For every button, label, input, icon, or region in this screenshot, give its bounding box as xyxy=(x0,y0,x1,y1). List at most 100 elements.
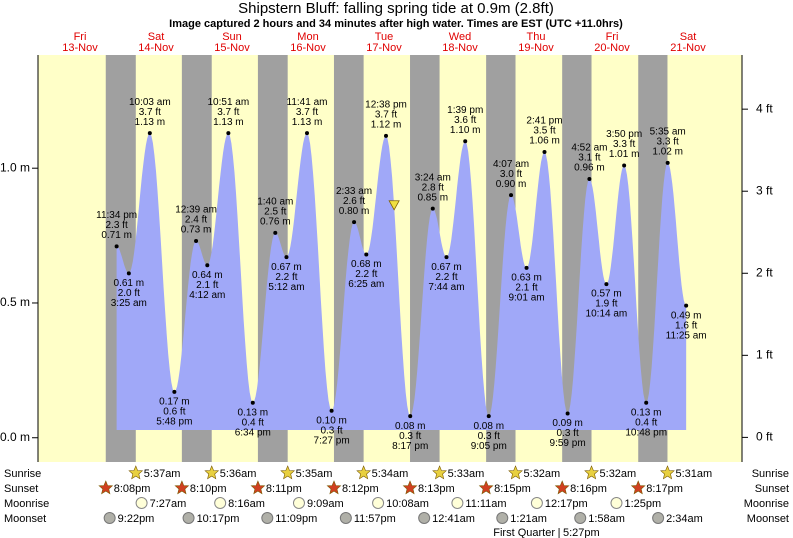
tide-point xyxy=(352,220,357,225)
tide-label: 0.17 m xyxy=(159,397,190,408)
tide-point xyxy=(486,414,491,419)
tide-label: 6:25 am xyxy=(348,279,384,290)
tide-label: 0.4 ft xyxy=(635,417,657,428)
tide-label: 11:34 pm xyxy=(96,210,137,221)
sunset-time: 8:17pm xyxy=(646,483,683,495)
tide-point xyxy=(172,389,177,394)
current-marker xyxy=(388,200,400,211)
tide-point xyxy=(304,131,309,136)
day-name: Sat xyxy=(680,31,697,43)
tide-label: 2.3 ft xyxy=(106,220,128,231)
tide-label: 0.90 m xyxy=(496,179,527,190)
sunrise-icon xyxy=(128,465,144,480)
sunrise-time: 5:33am xyxy=(448,468,485,480)
tide-label: 3.7 ft xyxy=(375,110,397,121)
moonset-icon xyxy=(103,512,116,524)
row-label: Moonrise xyxy=(4,498,49,510)
tide-label: 0.76 m xyxy=(260,217,291,228)
moonrise-time: 9:09am xyxy=(307,498,344,510)
tide-label: 0.6 ft xyxy=(163,407,185,418)
day-date: 13-Nov xyxy=(62,42,98,54)
tide-label: 1.02 m xyxy=(652,146,683,157)
moonset-icon xyxy=(652,512,665,524)
tide-point xyxy=(587,176,592,181)
tide-label: 0.3 ft xyxy=(478,431,500,442)
tide-label: 3:50 pm xyxy=(606,129,642,140)
sunset-time: 8:12pm xyxy=(342,483,379,495)
row-label: Sunset xyxy=(4,483,38,495)
tide-label: 6:34 pm xyxy=(235,427,271,438)
tide-label: 0.09 m xyxy=(552,418,583,429)
day-date: 19-Nov xyxy=(518,42,554,54)
sunset-time: 8:08pm xyxy=(114,483,151,495)
moonrise-icon xyxy=(451,497,464,509)
sunrise-time: 5:35am xyxy=(296,468,333,480)
tide-label: 2:41 pm xyxy=(526,116,562,127)
sunrise-icon xyxy=(432,465,447,480)
sunset-icon xyxy=(402,480,418,495)
sunrise-icon xyxy=(204,465,220,480)
day-date: 21-Nov xyxy=(670,42,706,54)
tide-label: 11:41 am xyxy=(287,97,328,108)
tide-label: 0.4 ft xyxy=(242,417,264,428)
tide-area xyxy=(116,133,687,430)
tide-label: 2.8 ft xyxy=(422,182,444,193)
tide-label: 0.67 m xyxy=(431,262,462,273)
tide-label: 0.3 ft xyxy=(556,428,578,439)
tide-label: 3.7 ft xyxy=(217,107,239,118)
tide-label: 3:24 am xyxy=(415,172,451,183)
y2-tick-label: 4 ft xyxy=(756,101,773,115)
day-date: 20-Nov xyxy=(594,42,630,54)
tide-point xyxy=(126,271,131,276)
tide-label: 2.0 ft xyxy=(118,288,140,299)
moonset-icon xyxy=(574,512,587,524)
sunset-icon xyxy=(554,480,570,495)
moonset-icon xyxy=(261,512,274,524)
moon-phase: First Quarter xyxy=(493,527,555,538)
sunrise-time: 5:32am xyxy=(524,468,561,480)
tide-label: 10:48 pm xyxy=(625,427,667,438)
moonset-icon xyxy=(182,512,195,524)
tide-label: 0.80 m xyxy=(339,206,370,217)
row-label: Moonset xyxy=(4,513,46,525)
day-date: 18-Nov xyxy=(442,42,478,54)
row-label: Moonrise xyxy=(744,498,789,510)
tide-label: 9:59 pm xyxy=(550,438,586,449)
day-name: Sun xyxy=(222,31,242,43)
sunrise-time: 5:32am xyxy=(600,468,637,480)
tide-label: 0.57 m xyxy=(591,289,622,300)
tide-label: 1:39 pm xyxy=(447,105,483,116)
sunrise-icon xyxy=(356,465,372,480)
tide-label: 2.1 ft xyxy=(515,283,537,294)
moonset-time: 9:22pm xyxy=(118,513,155,525)
moonrise-icon xyxy=(292,497,305,509)
day-name: Mon xyxy=(297,31,318,43)
tide-label: 2.5 ft xyxy=(264,207,286,218)
y2-tick-label: 1 ft xyxy=(756,347,773,361)
y2-tick-label: 0 ft xyxy=(756,430,773,444)
y2-tick-label: 2 ft xyxy=(756,265,773,279)
tide-label: 3.3 ft xyxy=(657,136,679,147)
tide-label: 1.13 m xyxy=(135,117,166,128)
tide-label: 0.13 m xyxy=(631,407,662,418)
sunset-icon xyxy=(174,480,190,495)
tide-label: 3.7 ft xyxy=(139,107,161,118)
moonrise-time: 12:17pm xyxy=(545,498,588,510)
tide-point xyxy=(604,282,609,287)
moonrise-time: 1:25pm xyxy=(624,498,661,510)
tide-label: 0.67 m xyxy=(271,262,302,273)
sunrise-icon xyxy=(508,465,523,480)
tide-point xyxy=(509,193,514,198)
tide-point xyxy=(147,131,152,136)
tide-point xyxy=(644,400,649,405)
moonrise-icon xyxy=(530,497,543,509)
tide-label: 0.68 m xyxy=(351,259,382,270)
tide-point xyxy=(463,139,468,144)
tide-point xyxy=(622,163,627,168)
tide-label: 4:12 am xyxy=(189,290,225,301)
tide-label: 11:25 am xyxy=(666,330,707,341)
sunrise-icon xyxy=(660,465,675,480)
day-date: 17-Nov xyxy=(366,42,402,54)
tide-label: 2.2 ft xyxy=(355,269,377,280)
